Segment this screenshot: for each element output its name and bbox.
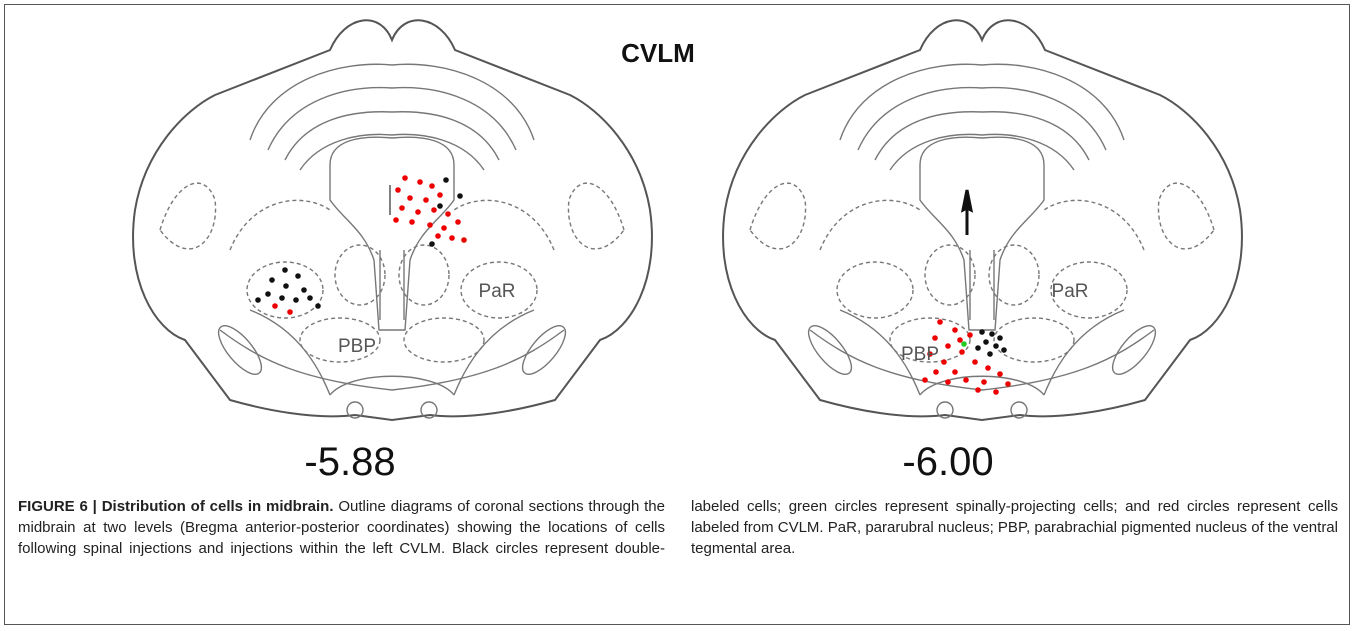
caption: FIGURE 6 | Distribution of cells in midb… bbox=[18, 496, 1338, 559]
level-label: -6.00 bbox=[902, 440, 993, 484]
figure-title: CVLM bbox=[621, 38, 695, 68]
level-label: -5.88 bbox=[304, 440, 395, 484]
red-cells-left bbox=[272, 175, 467, 315]
brain-outline-left bbox=[133, 20, 652, 420]
region-label: PBP bbox=[338, 336, 376, 357]
arrow bbox=[963, 190, 971, 235]
region-label: PBP bbox=[901, 344, 939, 365]
brain-outline-right bbox=[723, 20, 1242, 420]
caption-label: FIGURE 6 | Distribution of cells in midb… bbox=[18, 498, 334, 515]
region-label: PaR bbox=[1052, 281, 1089, 302]
figure: CVLM PaR PBP PaR PBP -5.88 -6.00 bbox=[0, 0, 1356, 490]
black-cells-right bbox=[975, 329, 1007, 357]
region-label: PaR bbox=[479, 281, 516, 302]
green-cell bbox=[961, 341, 967, 347]
black-cells-left bbox=[255, 177, 463, 309]
